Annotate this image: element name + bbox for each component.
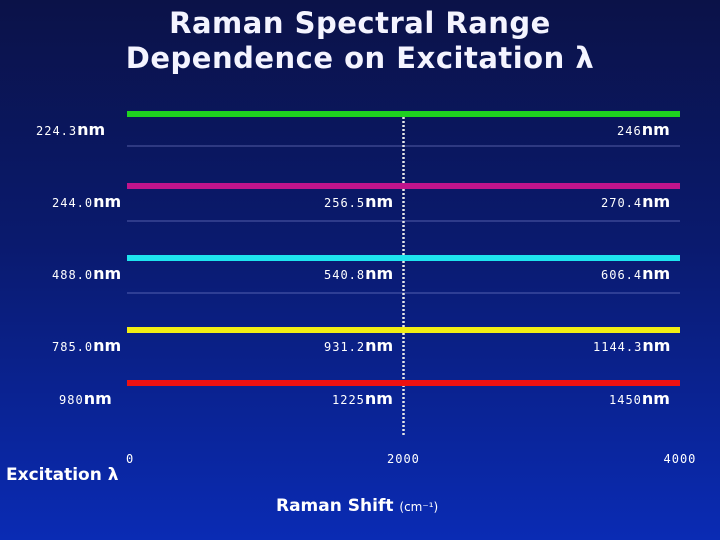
mid-wavelength-label-3-unit: nm <box>365 336 394 355</box>
chart-title: Raman Spectral Range Dependence on Excit… <box>0 6 720 76</box>
mid-wavelength-label-2-unit: nm <box>365 264 394 283</box>
y-axis-title: Excitation λ <box>6 465 119 485</box>
mid-wavelength-label-3: 931.2nm <box>324 336 393 355</box>
x-axis-title-text: Raman Shift <box>276 496 394 516</box>
excitation-bar-3 <box>127 327 680 333</box>
mid-wavelength-label-4: 1225nm <box>332 389 393 408</box>
mid-wavelength-label-2: 540.8nm <box>324 264 393 283</box>
excitation-label-0: 224.3nm <box>36 120 105 139</box>
end-wavelength-label-2-unit: nm <box>642 264 671 283</box>
excitation-bar-1 <box>127 183 680 189</box>
excitation-label-4: 980nm <box>59 389 112 408</box>
mid-wavelength-label-1-unit: nm <box>365 192 394 211</box>
excitation-bar-4 <box>127 380 680 386</box>
excitation-label-4-value: 980 <box>59 393 84 407</box>
end-wavelength-label-1-unit: nm <box>642 192 671 211</box>
x-axis-title: Raman Shift (cm⁻¹) <box>276 496 438 516</box>
x-tick-label: 2000 <box>387 452 420 466</box>
end-wavelength-label-2-value: 606.4 <box>601 268 643 282</box>
excitation-label-2-unit: nm <box>93 264 122 283</box>
excitation-label-0-value: 224.3 <box>36 124 78 138</box>
x-axis-unit: (cm⁻¹) <box>399 500 439 514</box>
excitation-label-3-unit: nm <box>93 336 122 355</box>
excitation-bar-0 <box>127 111 680 117</box>
end-wavelength-label-4: 1450nm <box>609 389 670 408</box>
excitation-label-3-value: 785.0 <box>52 340 94 354</box>
excitation-label-1-unit: nm <box>93 192 122 211</box>
end-wavelength-label-0-unit: nm <box>641 120 670 139</box>
excitation-label-4-unit: nm <box>83 389 112 408</box>
excitation-label-1-value: 244.0 <box>52 196 94 210</box>
title-line-2: Dependence on Excitation λ <box>125 40 595 75</box>
excitation-bar-2 <box>127 255 680 261</box>
end-wavelength-label-4-unit: nm <box>641 389 670 408</box>
excitation-label-1: 244.0nm <box>52 192 121 211</box>
mid-wavelength-label-4-value: 1225 <box>332 393 365 407</box>
excitation-label-0-unit: nm <box>77 120 106 139</box>
end-wavelength-label-3-unit: nm <box>642 336 671 355</box>
x-tick-label: 4000 <box>663 452 697 466</box>
end-wavelength-label-3-value: 1144.3 <box>593 340 643 354</box>
mid-wavelength-label-1: 256.5nm <box>324 192 393 211</box>
title-line-1: Raman Spectral Range <box>169 6 551 40</box>
end-wavelength-label-1: 270.4nm <box>601 192 670 211</box>
end-wavelength-label-3: 1144.3nm <box>593 336 670 355</box>
end-wavelength-label-0-value: 246 <box>617 124 642 138</box>
mid-wavelength-label-1-value: 256.5 <box>324 196 366 210</box>
excitation-label-3: 785.0nm <box>52 336 121 355</box>
mid-wavelength-label-2-value: 540.8 <box>324 268 366 282</box>
end-wavelength-label-2: 606.4nm <box>601 264 670 283</box>
end-wavelength-label-0: 246nm <box>617 120 670 139</box>
excitation-label-2-value: 488.0 <box>52 268 94 282</box>
mid-wavelength-label-4-unit: nm <box>364 389 393 408</box>
mid-wavelength-label-3-value: 931.2 <box>324 340 366 354</box>
x-tick-label: 0 <box>126 452 135 466</box>
end-wavelength-label-1-value: 270.4 <box>601 196 643 210</box>
excitation-label-2: 488.0nm <box>52 264 121 283</box>
end-wavelength-label-4-value: 1450 <box>609 393 642 407</box>
